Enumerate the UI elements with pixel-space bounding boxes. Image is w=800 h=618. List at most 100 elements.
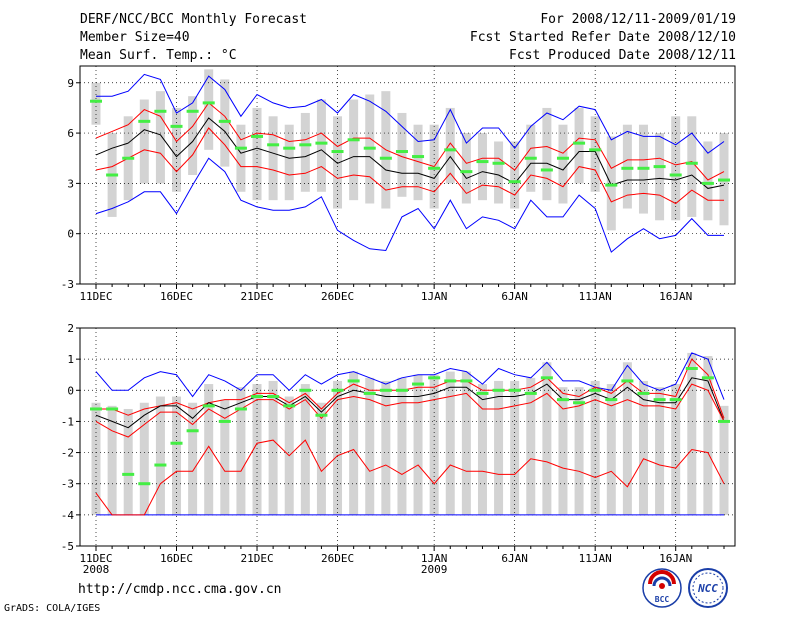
obs-marker-day-18 <box>363 391 376 395</box>
chart-title: DERF/NCC/BCC Monthly Forecast <box>80 12 307 27</box>
series-min-line <box>95 439 725 516</box>
y-tick-label: 9 <box>67 77 74 90</box>
y-tick-label: 2 <box>67 322 74 335</box>
spread-box-day-39 <box>703 356 713 515</box>
spread-box-day-35 <box>638 380 648 515</box>
spread-box-day-25 <box>477 384 487 515</box>
variable-label: Mean Surf. Temp.: °C <box>80 48 237 63</box>
obs-marker-day-38 <box>685 366 698 370</box>
spread-box-day-31 <box>574 387 584 515</box>
x-tick-label: 1JAN <box>421 552 448 565</box>
obs-marker-day-16 <box>331 150 344 154</box>
series-max-line <box>96 73 725 154</box>
y-tick-label: 1 <box>67 353 74 366</box>
spread-box-day-24 <box>461 133 471 204</box>
x-tick-label: 16JAN <box>659 552 692 565</box>
obs-marker-day-30 <box>556 398 569 402</box>
obs-marker-day-17 <box>347 138 360 142</box>
x-tick-label: 26DEC <box>321 290 354 300</box>
obs-marker-day-12 <box>267 395 280 399</box>
obs-marker-day-31 <box>573 141 586 145</box>
member-size: Member Size=40 <box>80 30 190 45</box>
series-lower-line <box>95 383 725 438</box>
obs-marker-day-40 <box>718 178 730 182</box>
x-tick-label: 6JAN <box>501 552 528 565</box>
obs-marker-day-7 <box>186 109 199 113</box>
obs-marker-day-15 <box>315 413 328 417</box>
spread-box-day-9 <box>220 79 230 167</box>
obs-marker-day-35 <box>637 166 650 170</box>
obs-marker-day-37 <box>669 398 682 402</box>
obs-marker-day-36 <box>653 165 666 169</box>
obs-marker-day-7 <box>186 429 199 433</box>
series-mean-line <box>95 377 725 429</box>
grads-credit: GrADS: COLA/IGES <box>4 603 101 614</box>
forecast-produced: Fcst Produced Date 2008/12/11 <box>509 48 736 63</box>
spread-box-day-34 <box>622 124 632 209</box>
spread-box-day-10 <box>236 387 246 515</box>
series-upper-line <box>95 102 725 181</box>
spread-box-day-38 <box>687 352 697 515</box>
obs-marker-day-13 <box>283 404 296 408</box>
forecast-period: For 2008/12/11-2009/01/19 <box>540 12 736 27</box>
spread-box-day-25 <box>477 133 487 201</box>
obs-marker-day-4 <box>138 482 151 486</box>
spread-box-day-1 <box>91 402 101 515</box>
obs-marker-day-11 <box>251 395 264 399</box>
spread-box-day-1 <box>91 82 101 125</box>
x-tick-label: 11JAN <box>579 290 612 300</box>
spread-box-day-27 <box>510 380 520 515</box>
spread-box-day-19 <box>381 380 391 515</box>
obs-marker-day-10 <box>234 146 247 150</box>
y-tick-label: 3 <box>67 177 74 190</box>
ncc-logo-text: NCC <box>697 582 718 595</box>
spread-box-day-15 <box>316 99 326 192</box>
obs-marker-day-6 <box>170 441 183 445</box>
spread-box-day-5 <box>155 91 165 184</box>
obs-marker-day-5 <box>154 463 167 467</box>
obs-marker-day-4 <box>138 119 151 123</box>
obs-marker-day-22 <box>428 376 441 380</box>
spread-box-day-31 <box>574 107 584 184</box>
obs-marker-day-20 <box>395 150 408 154</box>
spread-box-day-14 <box>300 112 310 192</box>
spread-box-day-6 <box>172 396 182 515</box>
obs-marker-day-39 <box>701 181 714 185</box>
obs-marker-day-21 <box>412 382 425 386</box>
spread-box-day-21 <box>413 374 423 515</box>
obs-marker-day-15 <box>315 141 328 145</box>
spread-box-day-17 <box>349 99 359 201</box>
spread-box-day-12 <box>268 380 278 515</box>
obs-marker-day-34 <box>621 379 634 383</box>
obs-marker-day-13 <box>283 146 296 150</box>
obs-marker-day-2 <box>106 407 119 411</box>
spread-box-day-37 <box>671 384 681 515</box>
obs-marker-day-33 <box>605 183 618 187</box>
y-tick-label: -4 <box>61 509 75 522</box>
y-tick-label: -3 <box>61 478 74 491</box>
obs-marker-day-29 <box>540 376 553 380</box>
spread-box-day-37 <box>671 116 681 221</box>
x-tick-label: 11JAN <box>579 552 612 565</box>
series-lower-line <box>95 127 724 205</box>
source-url[interactable]: http://cmdp.ncc.cma.gov.cn <box>78 582 282 597</box>
spread-box-day-29 <box>542 107 552 201</box>
obs-marker-day-25 <box>476 160 489 164</box>
obs-marker-day-16 <box>331 388 344 392</box>
x-tick-label: 11DEC <box>79 552 112 565</box>
spread-box-day-13 <box>284 124 294 201</box>
bcc-logo-text: BCC <box>655 595 670 604</box>
obs-marker-day-24 <box>460 379 473 383</box>
obs-marker-day-2 <box>106 173 119 177</box>
obs-marker-day-3 <box>122 472 135 476</box>
spread-box-day-2 <box>107 405 117 515</box>
y-tick-label: 0 <box>67 228 74 241</box>
spread-box-day-8 <box>204 384 214 515</box>
spread-box-day-33 <box>606 384 616 515</box>
obs-marker-day-35 <box>637 391 650 395</box>
spread-box-day-32 <box>590 380 600 515</box>
obs-marker-day-33 <box>605 398 618 402</box>
x-tick-label: 16DEC <box>160 290 193 300</box>
obs-marker-day-9 <box>218 119 231 123</box>
obs-marker-day-23 <box>444 379 457 383</box>
